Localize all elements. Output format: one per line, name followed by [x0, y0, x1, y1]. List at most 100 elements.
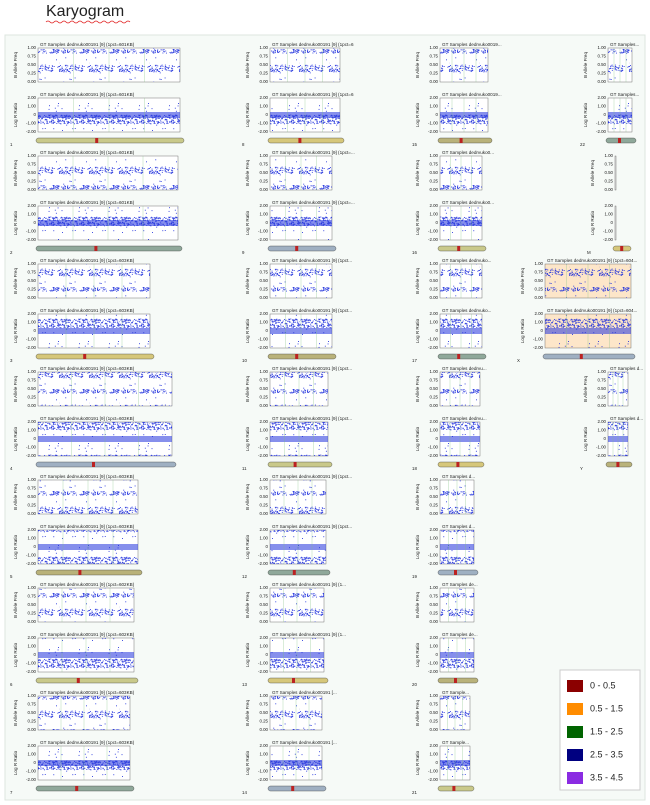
y-tick-label: 0: [34, 544, 37, 549]
y-axis-label: Log R Ratio: [415, 426, 420, 451]
centromere: [456, 462, 460, 467]
plot-title: GT Samples dedrvuko00191 [9] (1pct...: [272, 416, 352, 421]
y-tick-label: 0.75: [259, 270, 268, 275]
y-tick-label: 0.00: [27, 727, 36, 732]
y-tick-label: -2.00: [258, 669, 269, 674]
ideogram: [35, 677, 139, 684]
y-tick-label: -1.00: [26, 337, 37, 342]
legend-swatch: [567, 726, 583, 738]
plot-title: GT Samples dedrvuko00191 [9] (1pct=603KB…: [40, 474, 135, 479]
y-tick-label: -1.00: [26, 661, 37, 666]
y-tick-label: -1.00: [428, 553, 439, 558]
y-tick-label: 0.25: [604, 179, 613, 184]
plot-title: GT Samples dedrvuko0019...: [442, 42, 502, 47]
y-axis-label: B Allele Freq: [245, 376, 250, 402]
y-tick-label: 1.00: [604, 153, 613, 158]
y-tick-label: 2.00: [27, 203, 36, 208]
y-axis-label: B Allele Freq: [415, 52, 420, 78]
y-tick-label: -2.00: [26, 453, 37, 458]
y-tick-label: 2.00: [27, 743, 36, 748]
y-tick-label: 0.25: [259, 611, 268, 616]
legend-label: 3.5 - 4.5: [590, 772, 623, 782]
y-tick-label: 1.00: [429, 585, 438, 590]
y-tick-label: 1.00: [259, 104, 268, 109]
ideogram: [437, 785, 475, 792]
y-tick-label: 0.00: [27, 79, 36, 84]
y-tick-label: 1.00: [259, 428, 268, 433]
y-tick-label: 0.75: [429, 486, 438, 491]
plot-title: GT Samples dedrvuko00191 [9] (1pct=603KB…: [40, 416, 135, 421]
y-tick-label: 0.25: [27, 395, 36, 400]
y-tick-label: 1.00: [534, 320, 543, 325]
plot-title: GT Samples dedrvuko00191 [9] (1pct=601KB…: [40, 150, 135, 155]
legend-label: 0.5 - 1.5: [590, 703, 623, 713]
legend-swatch: [567, 772, 583, 784]
ideogram: [267, 137, 345, 144]
y-tick-label: -1.00: [258, 229, 269, 234]
y-tick-label: 2.00: [534, 311, 543, 316]
centromere: [457, 354, 461, 359]
y-axis-label: B Allele Freq: [245, 700, 250, 726]
y-tick-label: 0.00: [259, 403, 268, 408]
y-axis-label: B Allele Freq: [13, 160, 18, 186]
y-tick-label: 2.00: [604, 203, 613, 208]
y-tick-label: 1.00: [604, 212, 613, 217]
y-tick-label: 0.50: [429, 278, 438, 283]
y-tick-label: 0: [436, 328, 439, 333]
ideogram: [437, 137, 493, 144]
y-tick-label: 1.00: [259, 212, 268, 217]
plot-title: GT Samples dedrvuko0019...: [442, 92, 502, 97]
y-tick-label: 0.25: [27, 71, 36, 76]
plot-title: GT Samples dedrvuko00191 [9] (1pct...: [272, 258, 352, 263]
y-tick-label: -1.00: [258, 769, 269, 774]
legend-label: 0 - 0.5: [590, 680, 616, 690]
y-tick-label: -1.00: [596, 445, 607, 450]
ideogram: [35, 785, 135, 792]
y-axis-label: Log R Ratio: [13, 642, 18, 667]
y-tick-label: 0.00: [27, 295, 36, 300]
y-tick-label: -2.00: [26, 129, 37, 134]
plot-title: GT Samples dedrvuko00191 [9] (1pct=...: [272, 200, 355, 205]
y-tick-label: 0: [266, 112, 269, 117]
y-tick-label: 0.75: [429, 378, 438, 383]
y-tick-label: 2.00: [27, 95, 36, 100]
ideogram: [35, 353, 155, 360]
y-tick-label: 2.00: [597, 95, 606, 100]
y-tick-label: 0.75: [259, 594, 268, 599]
plot-area: [614, 205, 617, 241]
y-tick-label: 1.00: [429, 153, 438, 158]
y-tick-label: 0.75: [429, 270, 438, 275]
centromere: [291, 786, 295, 791]
ideogram: [437, 353, 487, 360]
plot-title: GT Samples dedrvuko00191 [9] (1pct=6: [272, 42, 354, 47]
plot-title: GT Samples d...: [610, 366, 643, 371]
chromosome-label: 5: [10, 574, 13, 579]
y-axis-label: Log R Ratio: [245, 318, 250, 343]
y-tick-label: 1.00: [429, 104, 438, 109]
y-axis-label: Log R Ratio: [415, 210, 420, 235]
y-axis-label: Log R Ratio: [13, 102, 18, 127]
y-axis-label: B Allele Freq: [245, 160, 250, 186]
y-tick-label: 0.25: [27, 287, 36, 292]
plot-title: GT Samples dedrvuko00191 [9] (1pct=6: [272, 92, 354, 97]
y-tick-label: 0: [34, 760, 37, 765]
y-axis-label: Log R Ratio: [245, 534, 250, 559]
y-tick-label: 0.00: [429, 403, 438, 408]
y-tick-label: 1.00: [259, 320, 268, 325]
y-tick-label: -1.00: [428, 229, 439, 234]
y-axis-label: Log R Ratio: [245, 210, 250, 235]
chromosome-label: 12: [242, 574, 247, 579]
ideogram: [267, 785, 327, 792]
y-tick-label: 0.00: [259, 619, 268, 624]
y-tick-label: -2.00: [428, 345, 439, 350]
y-tick-label: 0.25: [27, 719, 36, 724]
y-tick-label: 1.00: [429, 477, 438, 482]
y-tick-label: -2.00: [26, 777, 37, 782]
y-tick-label: -1.00: [26, 445, 37, 450]
y-tick-label: 0.00: [259, 511, 268, 516]
y-tick-label: 1.00: [259, 45, 268, 50]
y-tick-label: 0.50: [259, 170, 268, 175]
plot-title: GT Samples de...: [442, 582, 478, 587]
y-tick-label: 2.00: [259, 203, 268, 208]
ideogram: [35, 569, 143, 576]
